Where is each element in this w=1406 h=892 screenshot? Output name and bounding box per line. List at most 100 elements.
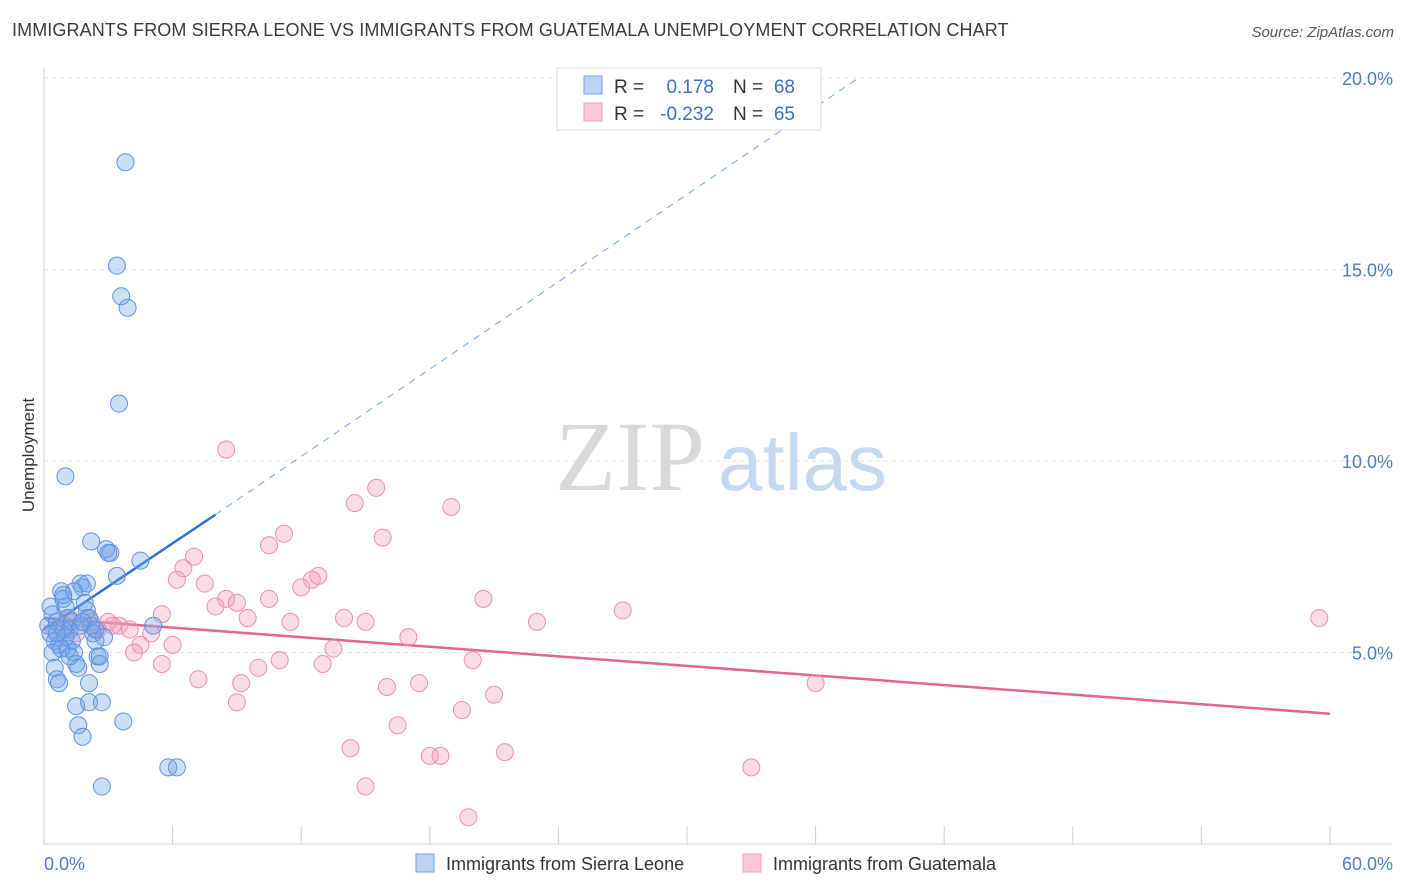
stats-legend-r-label-2: R = xyxy=(614,104,644,125)
point-sierra-leone-30 xyxy=(58,639,77,658)
stats-legend-n-value-1: 68 xyxy=(774,77,795,98)
stats-legend-n-label-2: N = xyxy=(733,104,763,125)
x-tick-label-0: 0.0% xyxy=(44,854,85,874)
point-guatemala-63 xyxy=(309,566,328,585)
point-guatemala-56 xyxy=(167,570,186,589)
point-sierra-leone-54 xyxy=(90,647,109,666)
point-sierra-leone-8 xyxy=(54,589,73,608)
point-sierra-leone-37 xyxy=(80,674,99,693)
point-guatemala-45 xyxy=(742,758,761,777)
point-sierra-leone-44 xyxy=(114,712,133,731)
series-legend: Immigrants from Sierra Leone Immigrants … xyxy=(415,853,997,874)
y-axis-title: Unemployment xyxy=(19,398,38,513)
stats-legend-n-value-2: 65 xyxy=(774,104,795,125)
stats-legend-r-value-2: -0.232 xyxy=(660,104,714,125)
series-sierra-leone-points xyxy=(39,153,186,796)
stats-legend-r-value-1: 0.178 xyxy=(666,77,714,98)
point-guatemala-39 xyxy=(463,651,482,670)
y-tick-label-0: 5.0% xyxy=(1352,644,1393,664)
point-sierra-leone-40 xyxy=(82,532,101,551)
point-sierra-leone-57 xyxy=(56,467,75,486)
point-guatemala-43 xyxy=(527,612,546,631)
y-tick-label-1: 10.0% xyxy=(1342,452,1393,472)
point-guatemala-55 xyxy=(232,674,251,693)
point-guatemala-44 xyxy=(613,601,632,620)
point-guatemala-17 xyxy=(227,593,246,612)
point-guatemala-46 xyxy=(806,674,825,693)
trend-lines xyxy=(43,77,1331,716)
legend-label-sierra-leone: Immigrants from Sierra Leone xyxy=(446,854,684,874)
point-sierra-leone-9 xyxy=(56,597,75,616)
point-sierra-leone-50 xyxy=(167,758,186,777)
y-tick-label-3: 20.0% xyxy=(1342,69,1393,89)
point-sierra-leone-55 xyxy=(116,153,135,172)
watermark: ZIP atlas xyxy=(555,401,887,512)
point-guatemala-23 xyxy=(292,578,311,597)
point-guatemala-19 xyxy=(249,658,268,677)
point-sierra-leone-47 xyxy=(131,551,150,570)
watermark-atlas: atlas xyxy=(718,418,887,507)
point-guatemala-27 xyxy=(335,609,354,628)
chart-title: IMMIGRANTS FROM SIERRA LEONE VS IMMIGRAN… xyxy=(12,20,1009,40)
stats-legend-r-label-1: R = xyxy=(614,77,644,98)
point-guatemala-29 xyxy=(356,612,375,631)
point-guatemala-48 xyxy=(217,440,236,459)
point-guatemala-14 xyxy=(195,574,214,593)
point-guatemala-6 xyxy=(110,616,129,635)
trend-line-guatemala xyxy=(43,616,1331,716)
grid xyxy=(44,77,1392,653)
point-guatemala-11 xyxy=(163,635,182,654)
point-sierra-leone-48 xyxy=(144,616,163,635)
series-guatemala-points xyxy=(45,440,1329,827)
point-guatemala-36 xyxy=(431,746,450,765)
point-guatemala-57 xyxy=(152,654,171,673)
point-guatemala-28 xyxy=(345,494,364,513)
stats-legend-swatch-pink xyxy=(583,102,603,122)
point-sierra-leone-62 xyxy=(65,582,84,601)
point-sierra-leone-52 xyxy=(112,287,131,306)
point-sierra-leone-39 xyxy=(92,693,111,712)
point-sierra-leone-38 xyxy=(80,693,99,712)
point-sierra-leone-46 xyxy=(107,566,126,585)
point-guatemala-18 xyxy=(238,609,257,628)
point-guatemala-47 xyxy=(1310,609,1329,628)
point-guatemala-40 xyxy=(474,589,493,608)
point-guatemala-25 xyxy=(313,654,332,673)
point-sierra-leone-15 xyxy=(50,674,69,693)
point-sierra-leone-59 xyxy=(52,639,71,658)
point-sierra-leone-67 xyxy=(95,628,114,647)
point-sierra-leone-58 xyxy=(62,612,81,631)
x-tick-labels: 0.0% 60.0% xyxy=(44,854,1393,874)
point-guatemala-12 xyxy=(174,559,193,578)
watermark-zip: ZIP xyxy=(555,401,705,512)
point-guatemala-52 xyxy=(373,528,392,547)
point-sierra-leone-33 xyxy=(56,628,75,647)
stats-legend-swatch-blue xyxy=(583,75,603,95)
point-guatemala-9 xyxy=(142,624,161,643)
legend-swatch-sierra-leone xyxy=(415,853,435,873)
point-sierra-leone-56 xyxy=(110,394,129,413)
point-guatemala-58 xyxy=(125,643,144,662)
point-sierra-leone-29 xyxy=(90,654,109,673)
stats-legend: R = 0.178 N = 68 R = -0.232 N = 65 xyxy=(556,67,822,131)
point-sierra-leone-36 xyxy=(73,727,92,746)
x-tick-label-1: 60.0% xyxy=(1342,854,1393,874)
point-guatemala-38 xyxy=(452,700,471,719)
point-sierra-leone-35 xyxy=(69,716,88,735)
point-guatemala-22 xyxy=(281,612,300,631)
axes xyxy=(43,68,1392,845)
point-sierra-leone-64 xyxy=(54,586,73,605)
point-guatemala-34 xyxy=(410,674,429,693)
point-guatemala-15 xyxy=(206,597,225,616)
point-guatemala-26 xyxy=(324,639,343,658)
point-guatemala-32 xyxy=(388,716,407,735)
point-guatemala-54 xyxy=(189,670,208,689)
legend-swatch-guatemala xyxy=(742,853,762,873)
point-sierra-leone-51 xyxy=(118,298,137,317)
point-guatemala-33 xyxy=(399,628,418,647)
point-guatemala-64 xyxy=(356,777,375,796)
point-guatemala-20 xyxy=(260,589,279,608)
point-guatemala-8 xyxy=(131,635,150,654)
point-guatemala-41 xyxy=(485,685,504,704)
